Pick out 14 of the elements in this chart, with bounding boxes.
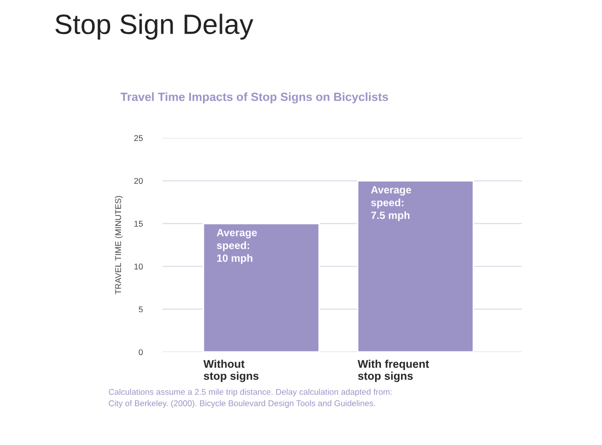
x-tick-label: With frequent stop signs bbox=[358, 360, 430, 382]
y-tick-label: 10 bbox=[134, 264, 143, 270]
text: Calculations assume a 2.5 mile trip distance. Delay calculation adapted from: City of Berkeley. (2000). Bicycle Boulevard Design Tools and Guidelines. bbox=[108, 388, 392, 408]
chart-title: Stop Sign Delay bbox=[55, 14, 254, 40]
y-tick-label: 20 bbox=[134, 178, 143, 184]
annotation: Average speed: 10 mph bbox=[216, 229, 257, 264]
y-axis-title: TRAVEL TIME (MINUTES) bbox=[114, 196, 123, 294]
y-tick-label: 15 bbox=[134, 220, 143, 227]
chart-subtitle: Travel Time Impacts of Stop Signs on Bicyclists bbox=[120, 92, 388, 104]
x-tick-label: Without stop signs bbox=[203, 360, 259, 382]
y-tick-label: 5 bbox=[138, 306, 143, 312]
y-tick-label: 25 bbox=[134, 135, 143, 142]
annotation: Average speed: 7.5 mph bbox=[371, 186, 412, 222]
y-tick-label: 0 bbox=[138, 349, 143, 356]
